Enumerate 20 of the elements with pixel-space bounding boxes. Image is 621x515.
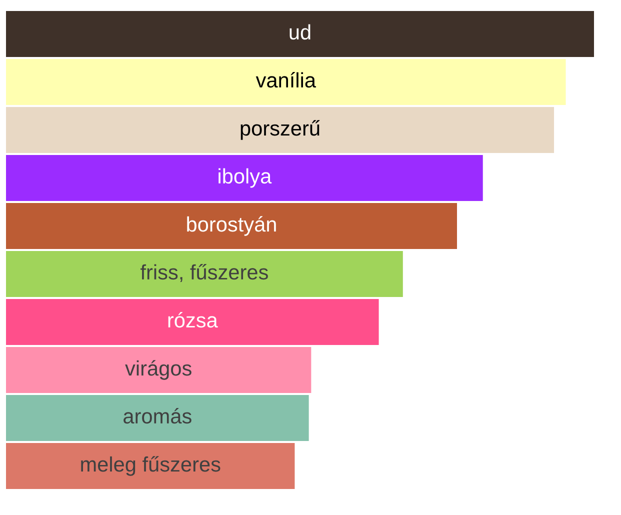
y-tick-label: virágos [125, 360, 192, 380]
bar [6, 298, 379, 346]
y-tick-label: ud [290, 24, 310, 40]
bar [6, 346, 312, 394]
bar [6, 442, 295, 490]
bar [6, 154, 483, 202]
y-tick-label: ibolya [218, 168, 272, 188]
bar [6, 106, 554, 154]
bar [6, 202, 457, 250]
y-tick-label: aromás [124, 408, 192, 424]
bar [6, 394, 309, 442]
bar [6, 250, 403, 298]
bar [6, 10, 594, 58]
y-tick-label: rózsa [168, 312, 218, 328]
y-tick-label: borostyán [187, 216, 276, 236]
bar [6, 58, 566, 106]
y-tick-label: porszerű [240, 120, 320, 140]
y-tick-label: meleg fűszeres [81, 456, 220, 476]
y-tick-label: friss, fűszeres [140, 264, 268, 282]
y-tick-label: vanília [256, 72, 316, 88]
